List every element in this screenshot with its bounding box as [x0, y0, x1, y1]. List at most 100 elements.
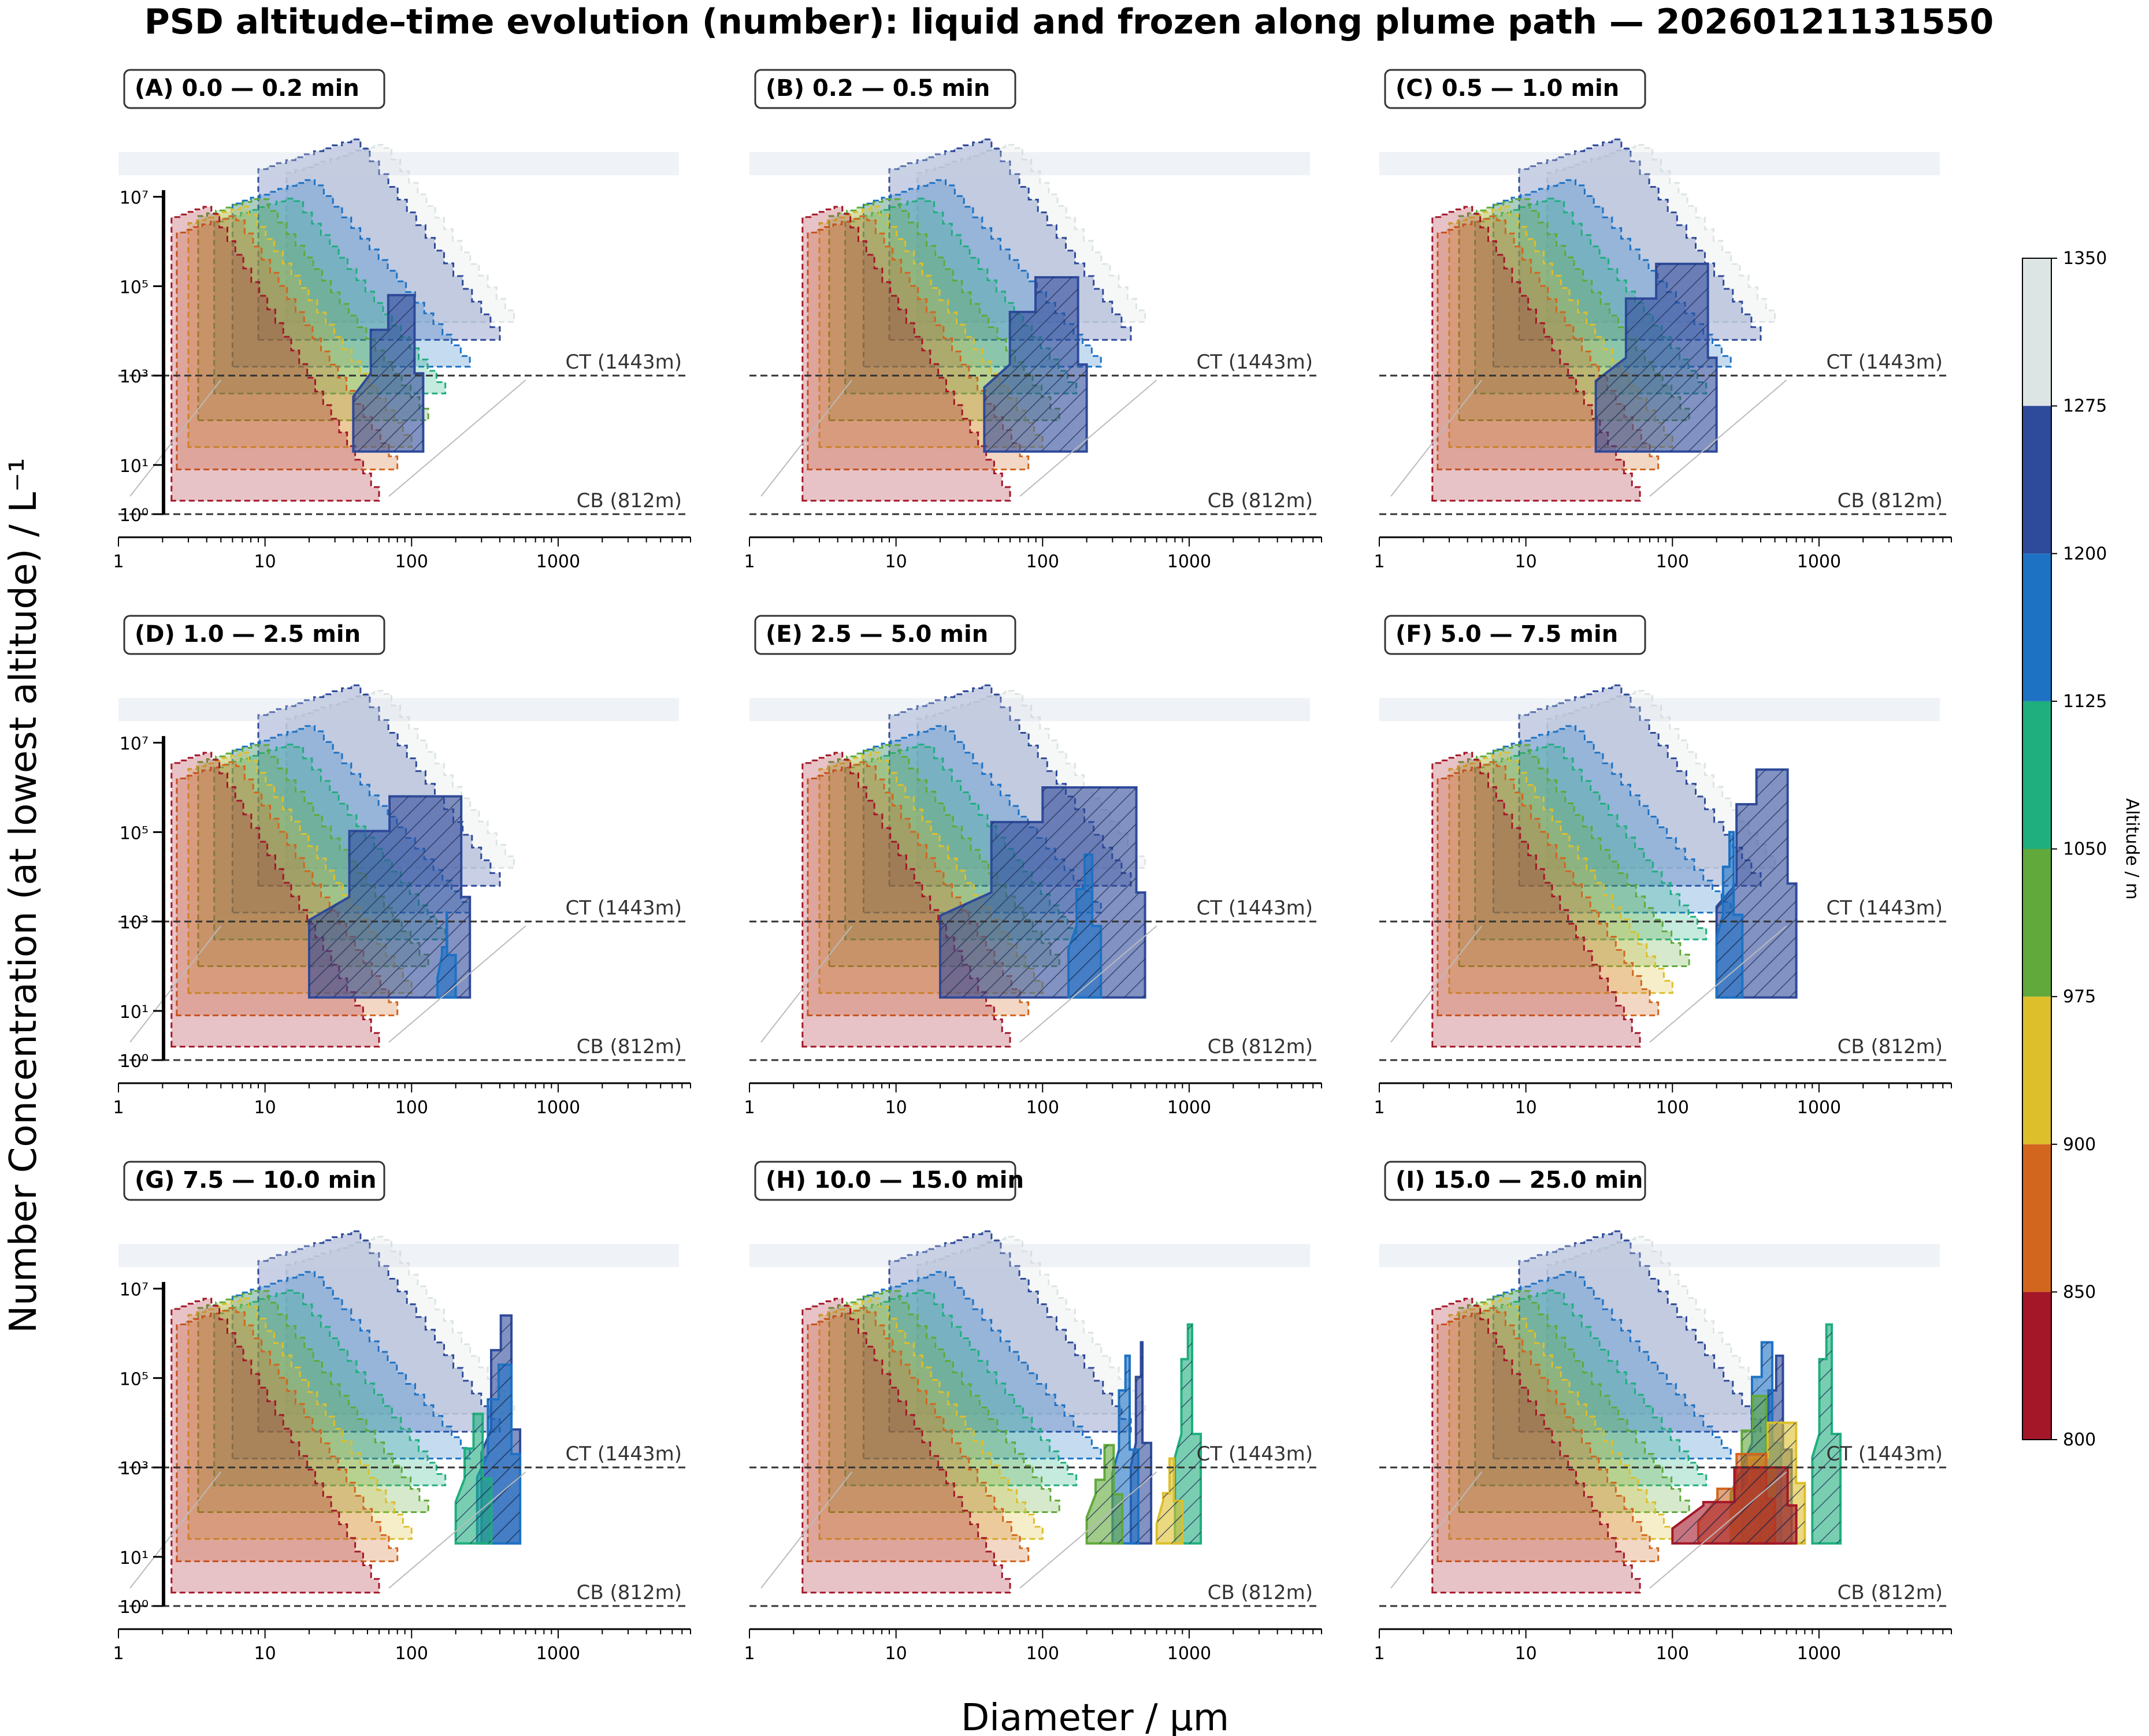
liquid-psd-area	[1437, 761, 1660, 1017]
frozen-hatch	[1595, 263, 1717, 452]
x-tick-label: 1000	[1167, 1644, 1211, 1664]
colorbar-tick-label: 1275	[2063, 396, 2107, 417]
liquid-psd-area	[1437, 1307, 1660, 1563]
frozen-hatch	[1716, 832, 1743, 998]
colorbar-tick-label: 1350	[2063, 248, 2107, 269]
panel-label-box	[1384, 69, 1646, 109]
liquid-psd-area	[888, 1230, 1132, 1433]
panel-label-box	[754, 615, 1016, 655]
x-tick-label: 100	[395, 552, 428, 572]
panel-label: (H) 10.0 — 15.0 min	[766, 1167, 1024, 1194]
background-band	[1379, 152, 1940, 176]
x-tick-label: 10	[1515, 1644, 1537, 1664]
liquid-psd-area	[1431, 1298, 1641, 1594]
x-tick-label: 10	[885, 552, 907, 572]
colorbar-segment	[2022, 258, 2051, 406]
cloud-base-label: CB (812m)	[1208, 1581, 1313, 1604]
y-tick-label: 10⁷	[120, 188, 149, 209]
liquid-psd-area	[213, 1289, 447, 1486]
x-tick-label: 1000	[536, 1098, 580, 1118]
reference-line	[760, 1471, 853, 1589]
panel: CT (1443m) CB (812m) 1 10 100 1000 (B) 0.2 — 0…	[744, 69, 1322, 572]
x-tick-label: 100	[1026, 552, 1059, 572]
frozen-hatch	[353, 295, 424, 452]
y-tick-label: 10³	[120, 367, 149, 387]
panel-label-box	[754, 1161, 1016, 1201]
colorbar-tick-label: 900	[2063, 1135, 2096, 1155]
figure-title: PSD altitude–time evolution (number): li…	[144, 2, 1994, 42]
liquid-psd-area	[801, 1298, 1011, 1594]
x-tick-label: 100	[395, 1644, 428, 1664]
panel-label: (E) 2.5 — 5.0 min	[766, 621, 988, 648]
x-tick-label: 1000	[536, 1644, 580, 1664]
x-axis-title: Diameter / μm	[961, 1697, 1229, 1736]
cloud-base-label: CB (812m)	[1838, 1035, 1943, 1058]
panel: CT (1443m) CB (812m) 1 10 100 1000 10⁷ 10⁵ 10³ 10…	[113, 615, 691, 1118]
panel: CT (1443m) CB (812m) 1 10 100 1000 (C) 0.5 — 1…	[1374, 69, 1952, 572]
x-tick-label: 1	[744, 1098, 755, 1118]
cloud-base-label: CB (812m)	[1838, 489, 1943, 512]
x-tick-label: 10	[1515, 552, 1537, 572]
x-tick-label: 100	[1656, 552, 1689, 572]
liquid-psd-area	[916, 144, 1146, 323]
x-tick-label: 1000	[1167, 1098, 1211, 1118]
cloud-base-label: CB (812m)	[577, 1581, 682, 1604]
liquid-psd-area	[257, 138, 501, 341]
x-tick-label: 100	[1656, 1644, 1689, 1664]
liquid-psd-area	[807, 1307, 1030, 1563]
panel-label: (I) 15.0 — 25.0 min	[1395, 1167, 1643, 1194]
liquid-psd-area	[197, 1290, 429, 1513]
reference-line	[1019, 1471, 1157, 1589]
x-tick-label: 10	[254, 1098, 276, 1118]
x-tick-label: 1000	[1797, 1098, 1841, 1118]
y-tick-label: 10⁰	[120, 1597, 149, 1618]
colorbar-tick-label: 1125	[2063, 692, 2107, 712]
liquid-psd-area	[285, 144, 515, 323]
panel: CT (1443m) CB (812m) 1 10 100 1000 (F) 5.0 — 7…	[1374, 615, 1952, 1118]
cloud-base-label: CB (812m)	[1838, 1581, 1943, 1604]
y-tick-label: 10³	[120, 1459, 149, 1479]
liquid-psd-area	[1431, 752, 1641, 1048]
frozen-hatch	[1156, 1458, 1183, 1544]
background-band	[749, 152, 1310, 176]
x-tick-label: 1	[113, 1098, 124, 1118]
x-tick-label: 1000	[1797, 552, 1841, 572]
cloud-top-label: CT (1443m)	[566, 897, 682, 920]
y-tick-label: 10³	[120, 913, 149, 933]
x-tick-label: 1	[113, 552, 124, 572]
x-tick-label: 10	[254, 552, 276, 572]
panel-label: (F) 5.0 — 7.5 min	[1395, 621, 1618, 648]
liquid-psd-area	[231, 1271, 471, 1460]
reference-line	[388, 380, 526, 497]
reference-line	[760, 380, 853, 497]
reference-line	[1390, 925, 1483, 1043]
panel: CT (1443m) CB (812m) 1 10 100 1000 10⁷ 10⁵ 10³ 10…	[113, 69, 691, 572]
y-tick-label: 10⁵	[120, 1369, 149, 1389]
panel-label: (G) 7.5 — 10.0 min	[135, 1167, 377, 1194]
liquid-psd-area	[1474, 744, 1708, 941]
panel-label: (B) 0.2 — 0.5 min	[766, 75, 990, 102]
cloud-top-label: CT (1443m)	[1197, 897, 1313, 920]
panel-label-box	[123, 1161, 385, 1201]
cloud-top-label: CT (1443m)	[1827, 1443, 1943, 1466]
x-tick-label: 1	[1374, 1098, 1385, 1118]
reference-line	[388, 1471, 526, 1589]
liquid-psd-area	[1546, 1236, 1776, 1415]
background-band	[749, 698, 1310, 722]
liquid-psd-area	[1492, 725, 1732, 914]
liquid-psd-area	[176, 1307, 399, 1563]
frozen-hatch	[1175, 1324, 1201, 1544]
y-tick-label: 10⁷	[120, 1280, 149, 1300]
x-tick-label: 1	[1374, 1644, 1385, 1664]
background-band	[118, 152, 679, 176]
altitude-colorbar: 1350 1275 1200 1125 1050 975 900 850 800 Altitude…	[2022, 248, 2142, 1450]
x-tick-label: 1	[113, 1644, 124, 1664]
colorbar-segment	[2022, 1144, 2051, 1292]
reference-line	[129, 1471, 222, 1589]
y-tick-label: 10¹	[120, 1002, 149, 1023]
y-tick-label: 10⁰	[120, 505, 149, 526]
liquid-psd-area	[1518, 684, 1762, 887]
liquid-psd-area	[1474, 1289, 1708, 1486]
background-band	[1379, 698, 1940, 722]
